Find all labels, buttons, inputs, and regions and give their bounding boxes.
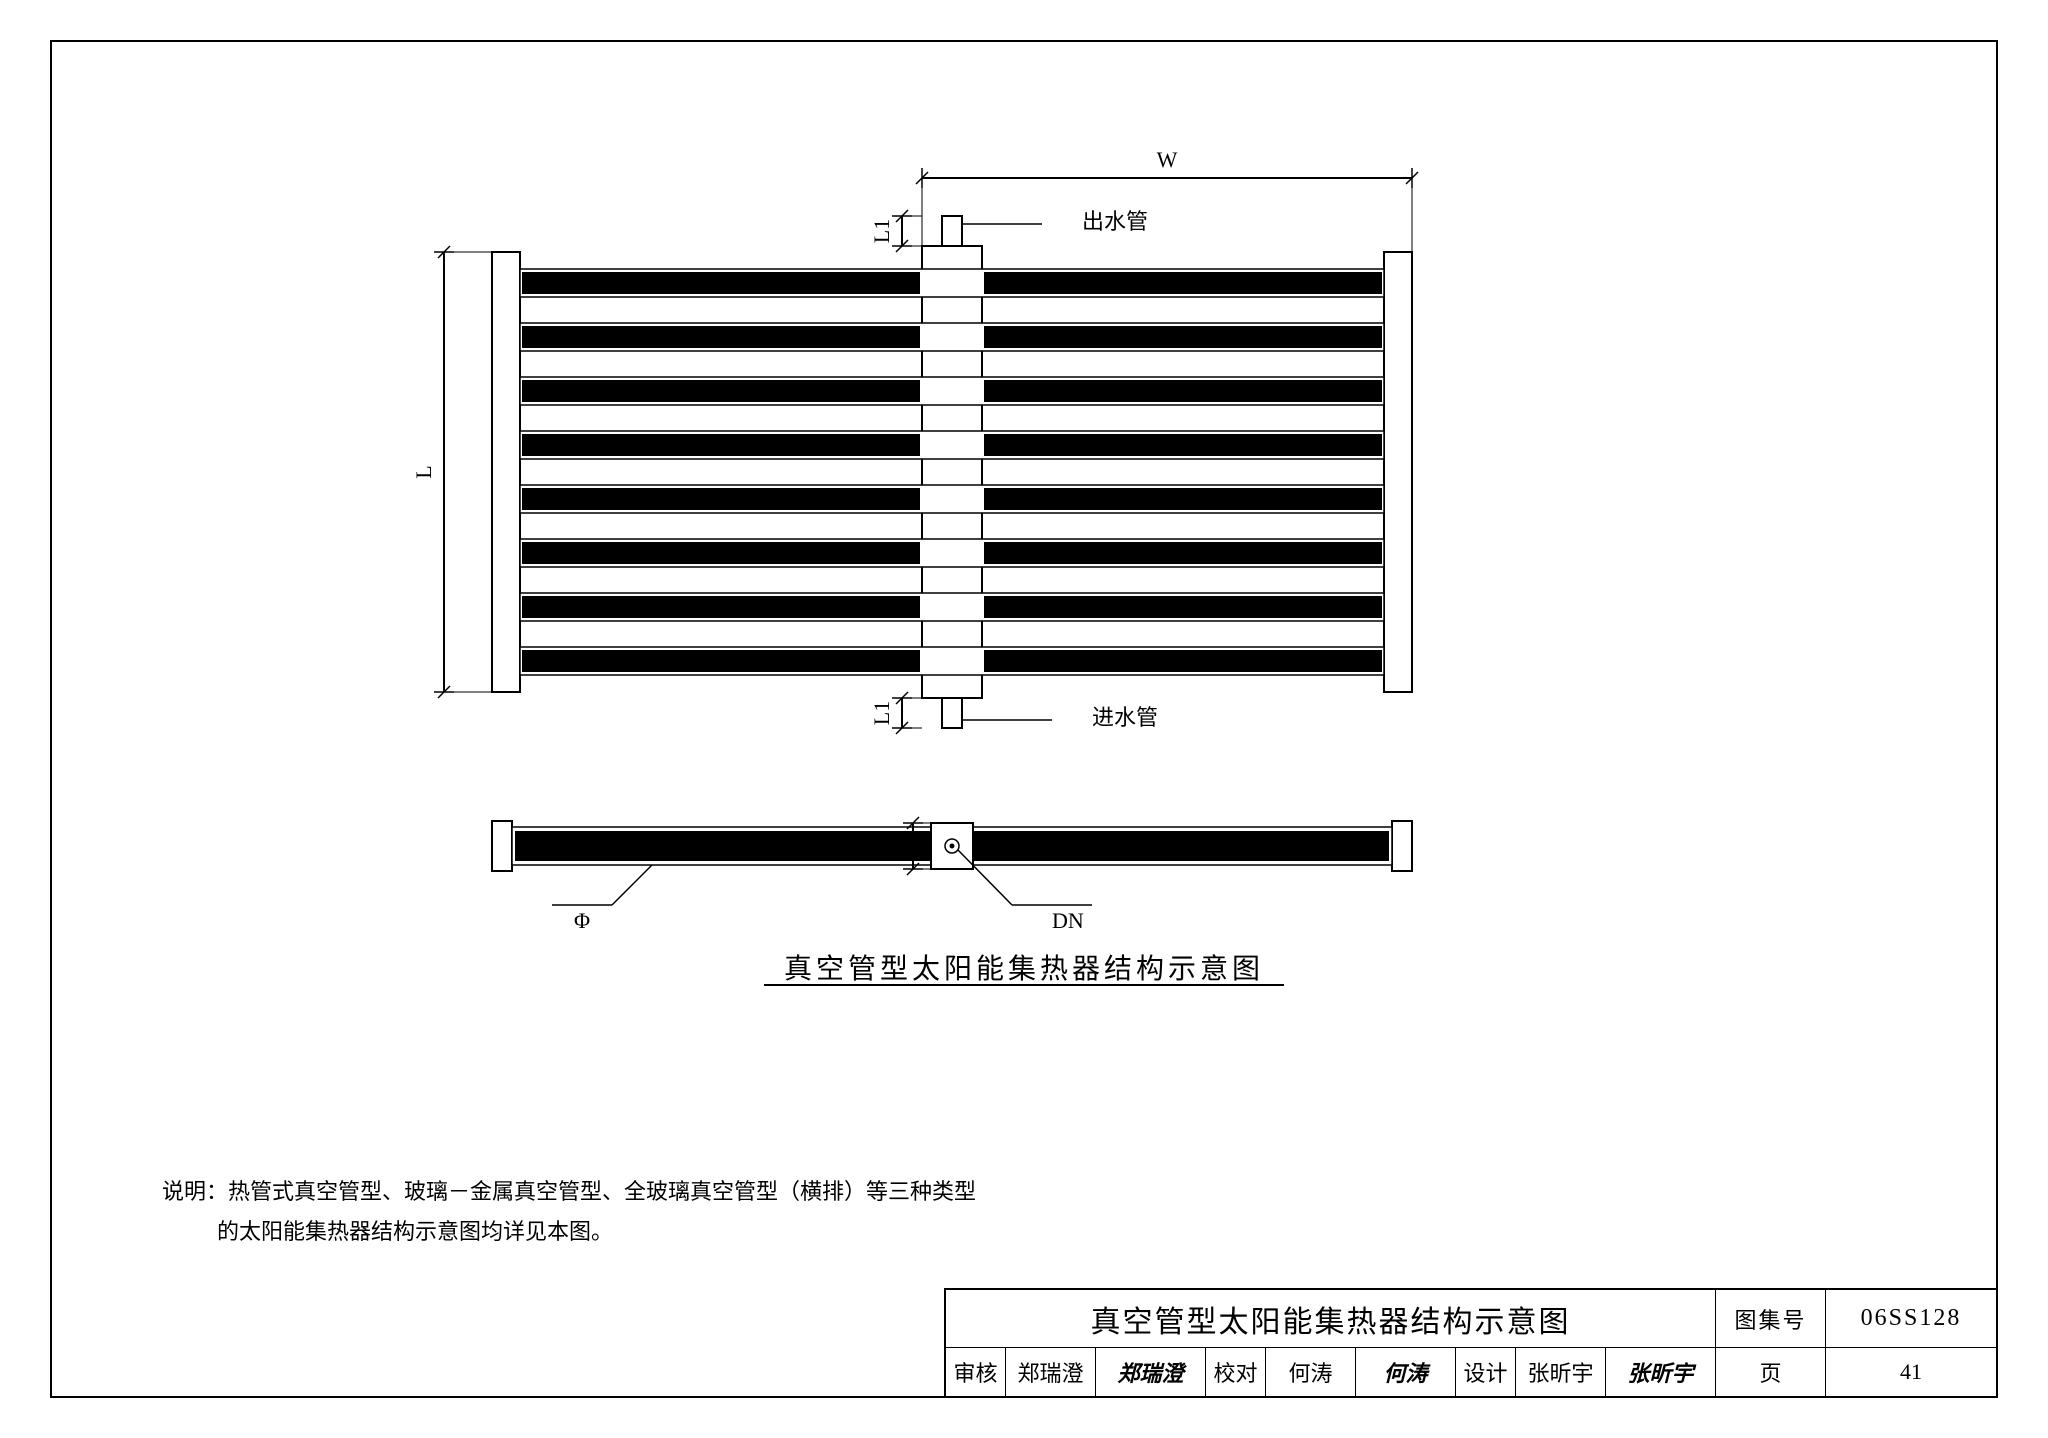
svg-text:W: W [1157,147,1178,172]
tb-review-sig: 郑瑞澄 [1096,1348,1206,1396]
tb-design-label: 设计 [1456,1348,1516,1396]
tb-atlas-no: 06SS128 [1826,1290,1996,1348]
svg-text:L1: L1 [869,701,894,725]
tb-atlas-label: 图集号 [1716,1290,1826,1348]
svg-text:DN: DN [1052,908,1084,933]
tb-check-label: 校对 [1206,1348,1266,1396]
title-block: 真空管型太阳能集热器结构示意图 图集号 06SS128 审核 郑瑞澄 郑瑞澄 校… [944,1288,1996,1396]
note-line2: 的太阳能集热器结构示意图均详见本图。 [217,1219,613,1244]
tb-page-no: 41 [1826,1348,1996,1396]
svg-text:进水管: 进水管 [1092,705,1158,730]
note-line1: 热管式真空管型、玻璃－金属真空管型、全玻璃真空管型（横排）等三种类型 [228,1179,976,1204]
tb-design-name: 张昕宇 [1516,1348,1606,1396]
svg-text:H: H [880,838,905,854]
tb-design-sig: 张昕宇 [1606,1348,1716,1396]
svg-text:Φ: Φ [574,908,590,933]
note-prefix: 说明： [162,1179,228,1204]
svg-text:L1: L1 [869,219,894,243]
tb-page-label: 页 [1716,1348,1826,1396]
explanation-note: 说明：热管式真空管型、玻璃－金属真空管型、全玻璃真空管型（横排）等三种类型 的太… [162,1172,976,1252]
tb-check-name: 何涛 [1266,1348,1356,1396]
tb-check-sig: 何涛 [1356,1348,1456,1396]
diagram-caption: 真空管型太阳能集热器结构示意图 [784,947,1264,987]
svg-text:L: L [411,465,436,478]
tb-review-name: 郑瑞澄 [1006,1348,1096,1396]
tb-review-label: 审核 [946,1348,1006,1396]
caption-underline [764,984,1284,986]
tb-title: 真空管型太阳能集热器结构示意图 [946,1290,1716,1348]
svg-text:出水管: 出水管 [1082,209,1148,234]
